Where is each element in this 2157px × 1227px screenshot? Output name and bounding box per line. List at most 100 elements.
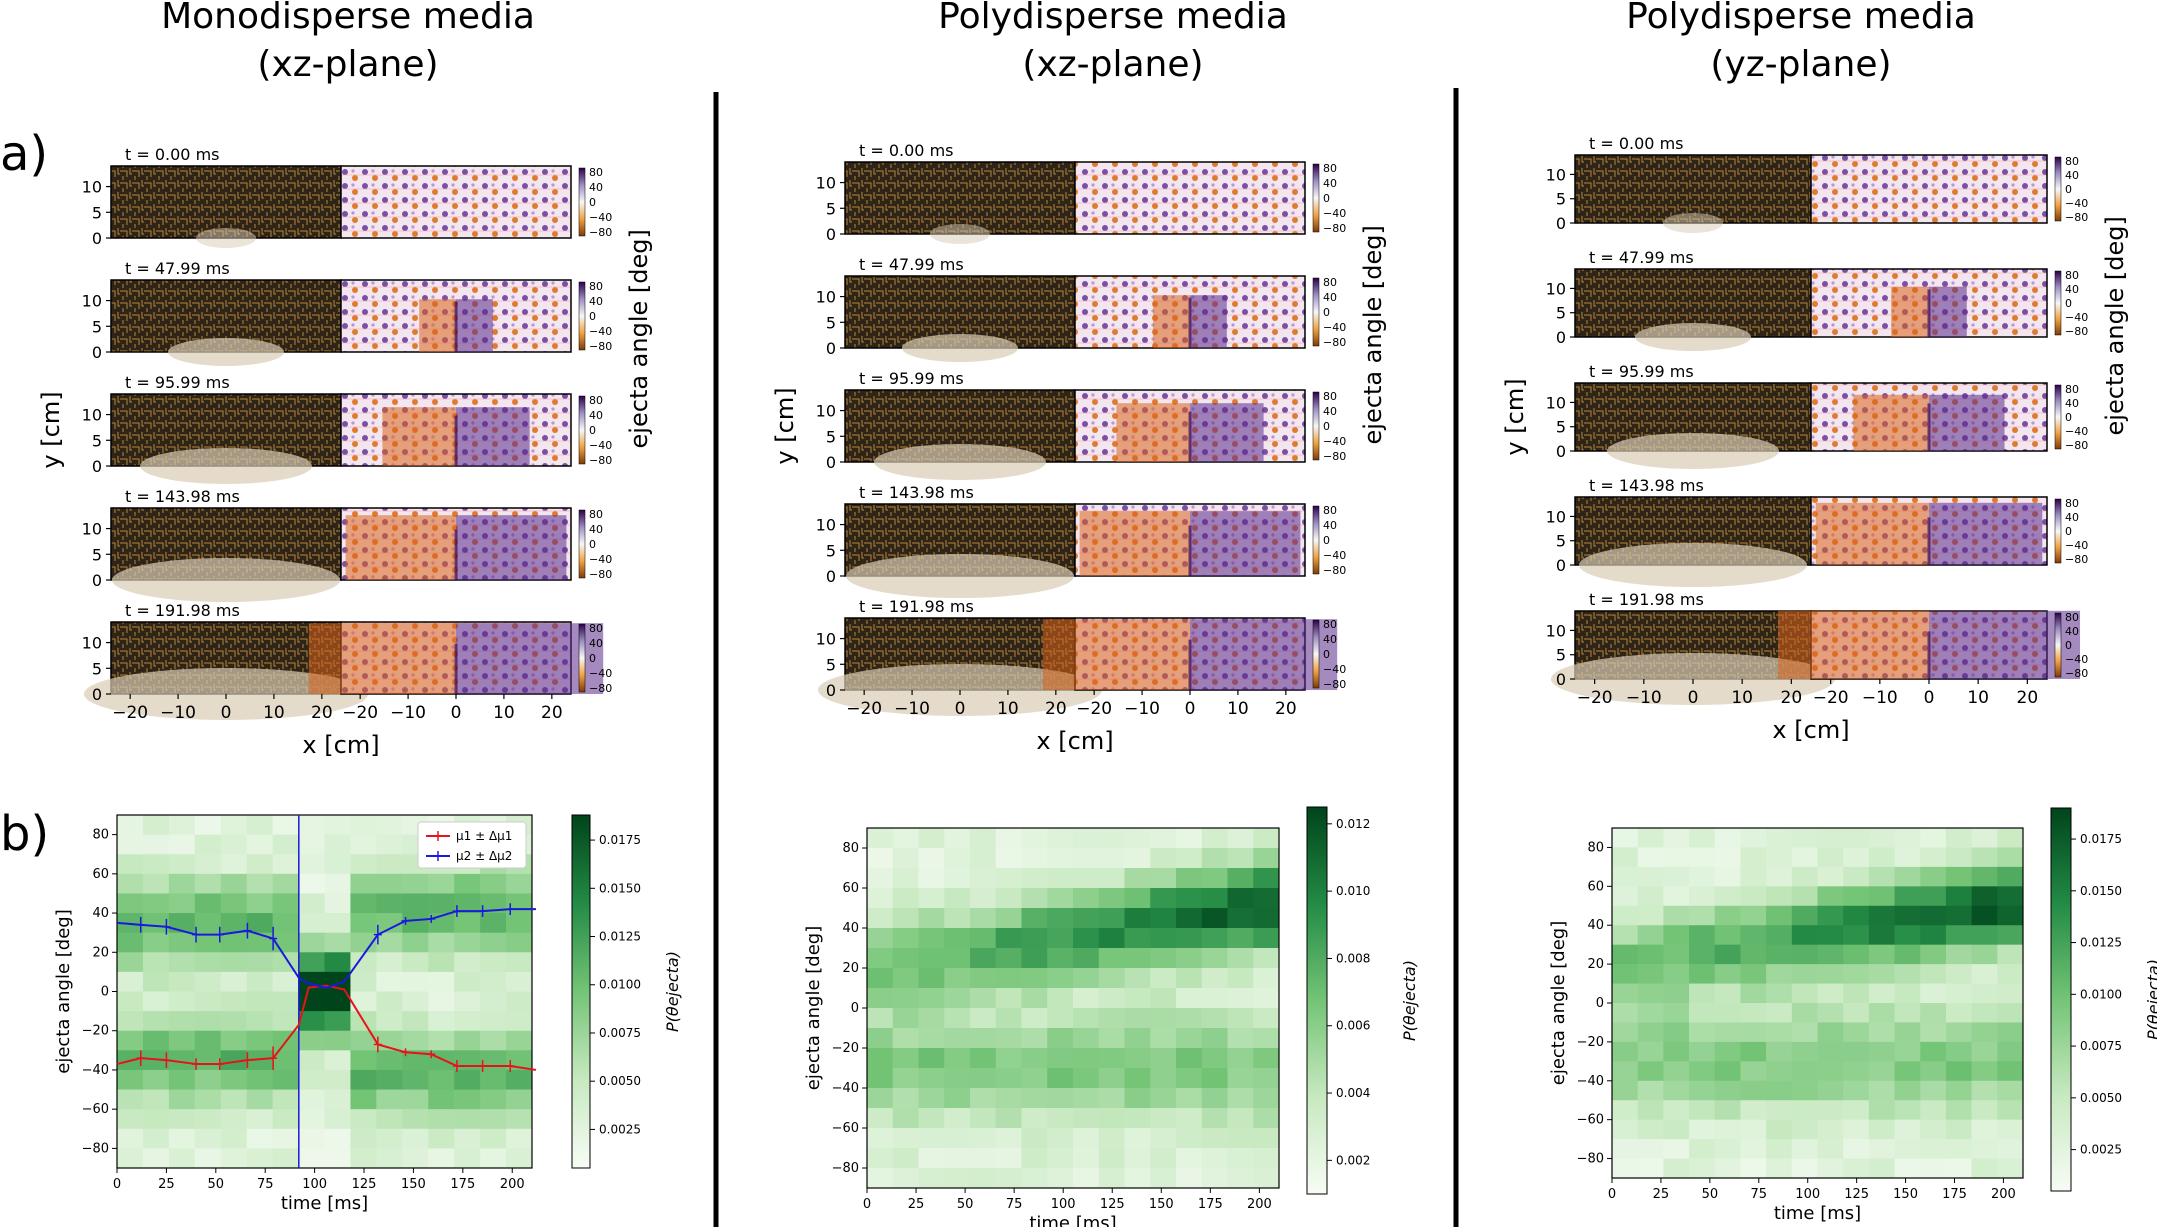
heatmap-cell	[454, 991, 481, 1012]
heatmap-cell	[1920, 964, 1947, 985]
heatmap-cell	[402, 971, 429, 992]
colorbar-tick-label: −80	[1323, 450, 1346, 463]
heatmap-cell	[1817, 925, 1844, 946]
heatmap-cell	[1894, 828, 1921, 848]
heatmap-cell	[1098, 1088, 1125, 1109]
ejecta-left-region	[1079, 511, 1190, 576]
heatmap-cell	[480, 1011, 507, 1032]
heatmap-cell	[892, 908, 919, 929]
heatmap-cell	[1689, 1158, 1716, 1179]
heatmap-cell	[1766, 983, 1793, 1004]
heatmap-cell	[1766, 905, 1793, 926]
heatmap-cell	[1098, 828, 1125, 849]
heatmap-cell	[1843, 1158, 1870, 1179]
y-axis-label: y [cm]	[1501, 378, 1529, 455]
heatmap-cell	[1124, 848, 1151, 869]
angle-colorbar	[578, 167, 586, 237]
y-tick-label: 0	[92, 685, 102, 704]
heatmap-cell	[1894, 847, 1921, 868]
x-tick-label: 75	[1751, 1187, 1768, 1202]
heatmap-cell	[1817, 1061, 1844, 1082]
x-tick-label: −20	[1813, 688, 1849, 708]
heatmap-cell	[1663, 866, 1690, 887]
heatmap-cell	[1637, 1022, 1664, 1043]
heatmap-cell	[892, 1128, 919, 1149]
x-tick-label: 175	[1942, 1187, 1967, 1202]
heatmap-cell	[246, 1069, 274, 1091]
heatmap-cell	[1253, 1108, 1280, 1129]
x-tick-label: 0	[955, 699, 966, 719]
heatmap-cell	[867, 1048, 894, 1069]
ejecta-right-region	[1929, 286, 1967, 337]
heatmap-cell	[1201, 1088, 1228, 1109]
ejecta-right-region	[456, 515, 567, 580]
heatmap-cell	[298, 1128, 325, 1149]
colorbar-tick-label: 80	[589, 622, 603, 635]
colorbar-tick-label: 80	[1323, 390, 1337, 403]
snapshot-time-label: t = 95.99 ms	[859, 369, 964, 388]
heatmap-cell	[944, 1068, 971, 1089]
heatmap-cell	[918, 1148, 945, 1169]
heatmap-cell	[1047, 1088, 1074, 1109]
colorbar-tick-label: −80	[589, 454, 612, 467]
heatmap-cell	[402, 932, 429, 953]
heatmap-cell	[117, 873, 144, 894]
x-tick-label: 200	[1247, 1197, 1272, 1212]
heatmap-cell	[142, 815, 170, 836]
x-tick-label: 0	[863, 1197, 871, 1212]
heatmap-cell	[454, 952, 481, 973]
heatmap-cell	[1637, 964, 1664, 985]
heatmap-cell	[1791, 828, 1818, 848]
heatmap-cell	[1021, 1028, 1048, 1049]
heatmap-cell	[1150, 868, 1177, 889]
heatmap-cell	[1021, 988, 1048, 1009]
heatmap-cell	[892, 1088, 919, 1109]
colorbar-tick-label: 40	[589, 181, 603, 194]
heatmap-cell	[1817, 905, 1844, 926]
x-tick-label: 20	[541, 703, 563, 723]
crater-shape	[196, 228, 256, 248]
heatmap-cell	[1843, 1080, 1870, 1101]
heatmap-cell	[428, 1050, 455, 1071]
heatmap-cell	[350, 834, 377, 855]
panel-label-b: b)	[0, 806, 49, 862]
heatmap-cell	[1868, 1080, 1896, 1101]
heatmap-cell	[1971, 866, 1998, 887]
heatmap-cell	[1253, 828, 1280, 849]
heatmap-cell	[1612, 905, 1639, 926]
heatmap-cell	[350, 1050, 377, 1071]
heatmap-cell	[1843, 866, 1870, 887]
heatmap-cell	[1868, 905, 1896, 926]
heatmap-cell	[402, 1069, 429, 1091]
heatmap-cell	[168, 893, 196, 914]
heatmap-cell	[1176, 848, 1203, 869]
heatmap-cell	[1689, 905, 1716, 926]
y-tick-label: 5	[1556, 190, 1566, 209]
heatmap-cell	[892, 868, 919, 889]
ejecta-left-region	[382, 407, 456, 466]
heatmap-cell	[1150, 968, 1177, 989]
heatmap-cell	[970, 948, 997, 969]
heatmap-cell	[298, 913, 325, 934]
crater-shape	[1663, 213, 1723, 233]
heatmap-cell	[1663, 1139, 1690, 1160]
heatmap-cell	[1945, 1100, 1973, 1121]
heatmap-cell	[1971, 1139, 1998, 1160]
colorbar-tick-label: 80	[1323, 276, 1337, 289]
colorbar-tick-label: −40	[2065, 539, 2088, 552]
heatmap-cell	[1740, 905, 1767, 926]
heatmap-cell	[1843, 925, 1870, 946]
heatmap-cell	[376, 913, 403, 934]
colorbar-tick-label: 80	[2065, 611, 2079, 624]
x-tick-label: −20	[1577, 688, 1613, 708]
snapshot-time-label: t = 0.00 ms	[125, 145, 219, 164]
heatmap-cell	[428, 932, 455, 953]
x-tick-label: 10	[263, 703, 285, 723]
y-tick-label: 5	[826, 427, 836, 446]
ejecta-right-region	[1929, 502, 2043, 565]
heatmap-cell	[168, 1089, 196, 1110]
heatmap-cell	[1997, 944, 2024, 965]
heatmap-cell	[1098, 868, 1125, 889]
heatmap-cell	[246, 1128, 274, 1149]
heatmap-cell	[1997, 925, 2024, 946]
